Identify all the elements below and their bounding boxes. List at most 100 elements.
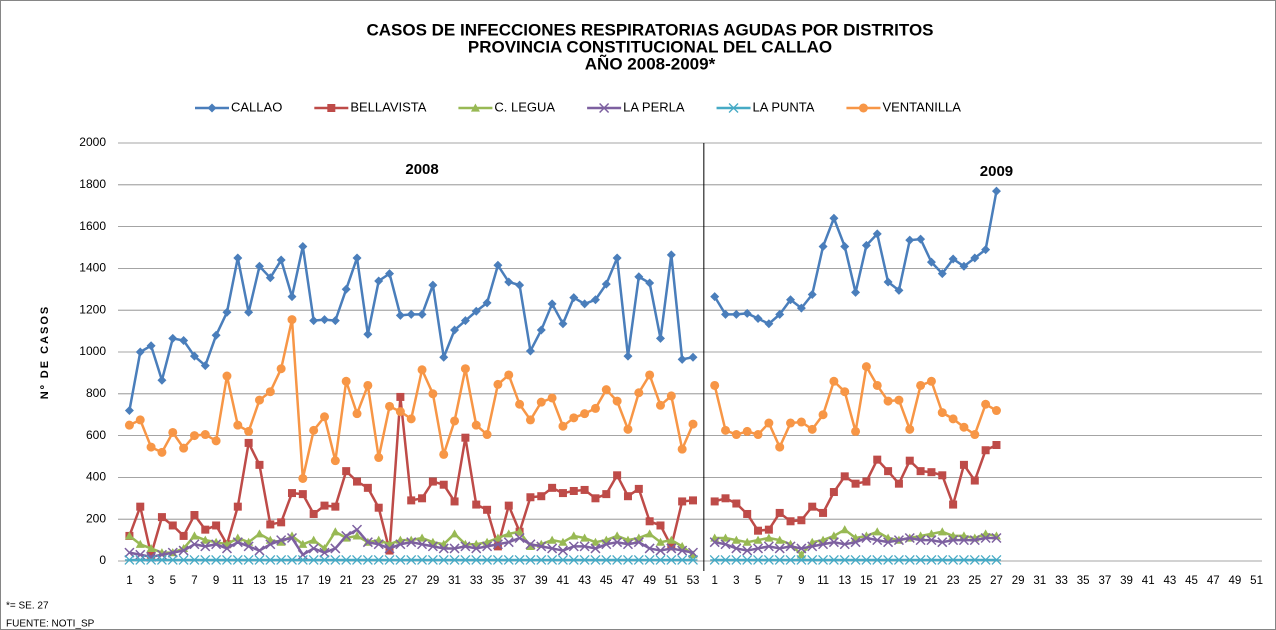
point xyxy=(904,532,915,544)
point xyxy=(449,554,460,565)
point xyxy=(417,554,428,565)
point xyxy=(222,307,232,317)
point xyxy=(548,483,557,492)
x-tick-label: 29 xyxy=(1012,575,1025,587)
point xyxy=(601,554,612,565)
legend-label: VENTANILLA xyxy=(882,99,961,114)
point xyxy=(363,483,372,492)
point xyxy=(948,535,959,546)
point xyxy=(309,535,319,544)
point xyxy=(612,531,622,540)
point xyxy=(926,535,937,546)
point xyxy=(330,316,340,326)
point xyxy=(710,497,719,506)
point xyxy=(557,545,568,556)
point xyxy=(948,414,958,424)
x-tick-label: 37 xyxy=(513,575,526,587)
point xyxy=(320,315,330,325)
point xyxy=(124,547,135,558)
point xyxy=(644,554,655,565)
point xyxy=(645,370,655,380)
point xyxy=(678,497,687,506)
point xyxy=(591,494,600,503)
point xyxy=(873,455,882,464)
point xyxy=(374,453,384,463)
point xyxy=(905,424,915,434)
point xyxy=(754,526,763,535)
point xyxy=(536,325,546,335)
point xyxy=(341,554,352,565)
legend-marker xyxy=(858,103,868,113)
point xyxy=(178,545,189,556)
point xyxy=(427,554,438,565)
point xyxy=(622,539,634,550)
point xyxy=(395,407,405,417)
point xyxy=(634,272,644,282)
x-tick-label: 27 xyxy=(405,575,418,587)
point xyxy=(351,524,363,535)
point xyxy=(179,443,189,453)
point xyxy=(427,541,438,552)
point xyxy=(709,537,720,548)
point xyxy=(309,425,319,435)
point xyxy=(991,406,1001,416)
x-tick-label: 21 xyxy=(340,575,353,587)
point xyxy=(764,533,774,542)
point xyxy=(298,539,308,548)
point xyxy=(634,388,644,398)
point xyxy=(211,330,221,340)
point xyxy=(829,488,838,497)
legend-marker xyxy=(728,103,739,113)
point xyxy=(320,412,330,422)
annotation: 2009 xyxy=(980,163,1013,180)
x-tick-label: 15 xyxy=(275,575,288,587)
point xyxy=(493,542,502,551)
point xyxy=(417,309,427,319)
point xyxy=(568,554,579,565)
point xyxy=(428,280,438,290)
point xyxy=(807,424,817,434)
point xyxy=(146,341,156,351)
x-tick-label: 25 xyxy=(383,575,396,587)
point xyxy=(829,213,839,223)
point xyxy=(884,467,893,476)
point xyxy=(244,307,254,317)
point xyxy=(243,554,254,565)
x-tick-label: 39 xyxy=(535,575,548,587)
point xyxy=(872,535,883,546)
point xyxy=(493,533,503,542)
point xyxy=(633,537,644,548)
y-tick-label: 1400 xyxy=(79,261,106,275)
point xyxy=(449,543,460,554)
point xyxy=(937,269,947,279)
x-tick-label: 45 xyxy=(1185,575,1198,587)
point xyxy=(840,472,849,481)
point xyxy=(655,400,665,410)
point xyxy=(276,364,286,374)
point xyxy=(374,503,383,512)
point xyxy=(385,546,394,555)
point xyxy=(362,554,373,565)
point xyxy=(731,535,741,544)
point xyxy=(287,489,296,498)
point xyxy=(385,269,395,279)
point xyxy=(937,408,947,418)
point xyxy=(655,554,666,565)
point xyxy=(981,446,990,455)
point xyxy=(147,550,156,559)
point xyxy=(341,376,351,386)
point xyxy=(319,554,330,565)
point xyxy=(265,273,275,283)
point xyxy=(818,554,829,565)
point xyxy=(763,554,774,565)
point xyxy=(514,532,525,544)
point xyxy=(525,541,535,550)
point xyxy=(850,554,861,565)
point xyxy=(135,554,146,565)
x-tick-label: 9 xyxy=(213,575,219,587)
point xyxy=(298,241,308,251)
point xyxy=(179,531,188,540)
point xyxy=(958,554,969,565)
point xyxy=(623,492,632,501)
